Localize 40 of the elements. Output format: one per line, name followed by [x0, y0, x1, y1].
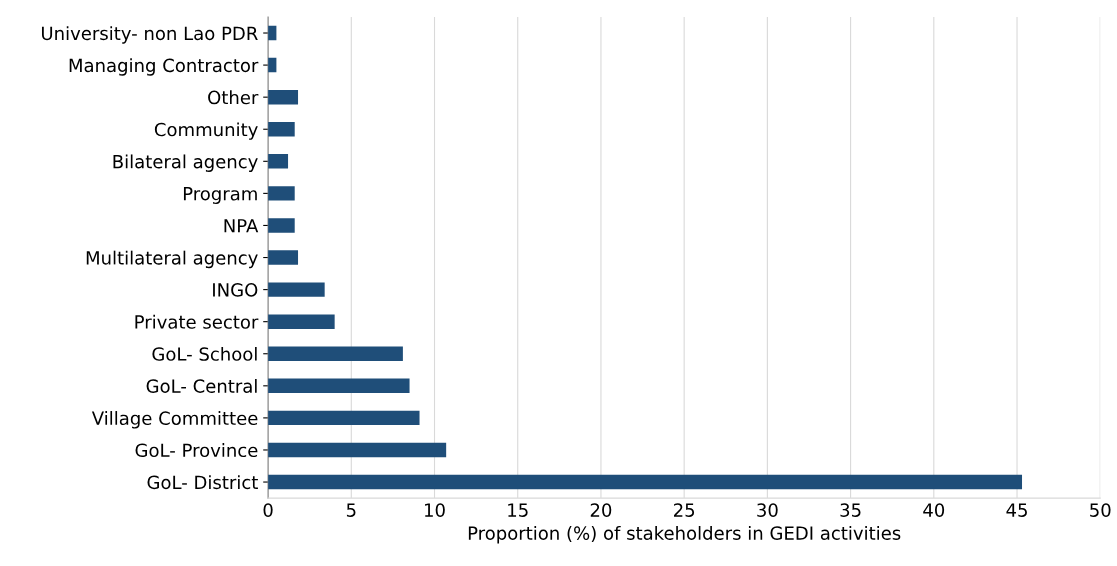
x-tick-label: 30 [757, 503, 778, 517]
y-tick-label: NPA [224, 219, 259, 233]
y-tick-label: GoL- District [147, 475, 258, 490]
bar [268, 442, 447, 458]
y-tick-label: Village Committee [91, 411, 258, 429]
y-tick-label: GoL- Central [146, 378, 257, 393]
y-tick-label: Bilateral agency [113, 154, 258, 172]
x-tick-label: 50 [1090, 503, 1111, 517]
y-tick-label: GoL- School [152, 346, 257, 361]
bar [268, 186, 295, 201]
bar [268, 218, 295, 233]
x-tick-label: 25 [674, 503, 695, 517]
bar [268, 122, 295, 137]
y-tick-label: Other [208, 90, 259, 105]
bar [268, 346, 403, 361]
bar [268, 314, 335, 329]
bar [268, 154, 289, 169]
bar [268, 474, 1023, 490]
y-tick-label: Program [183, 187, 257, 204]
y-tick-label: GoL- Province [135, 443, 258, 458]
y-tick-label: Private sector [135, 314, 259, 329]
y-tick-label: Managing Contractor [69, 58, 259, 76]
bar [268, 250, 299, 265]
x-axis-title: Proportion (%) of stakeholders in GEDI activities [468, 525, 901, 544]
y-tick-label: University- non Lao PDR [41, 26, 258, 44]
y-tick-label: INGO [213, 283, 258, 297]
x-tick-label: 20 [590, 503, 612, 517]
bar [268, 282, 325, 297]
x-tick-label: 15 [508, 503, 528, 517]
bar [268, 378, 410, 394]
y-tick-label: Multilateral agency [86, 250, 258, 269]
x-tick-label: 45 [1006, 503, 1027, 517]
x-tick-label: 5 [346, 503, 356, 517]
y-tick-label: Community [154, 122, 258, 140]
bar [268, 410, 420, 426]
x-tick-label: 10 [425, 503, 445, 517]
x-tick-label: 0 [263, 503, 273, 517]
bar [268, 89, 299, 105]
x-tick-label: 35 [840, 503, 861, 517]
x-tick-label: 40 [923, 503, 945, 517]
